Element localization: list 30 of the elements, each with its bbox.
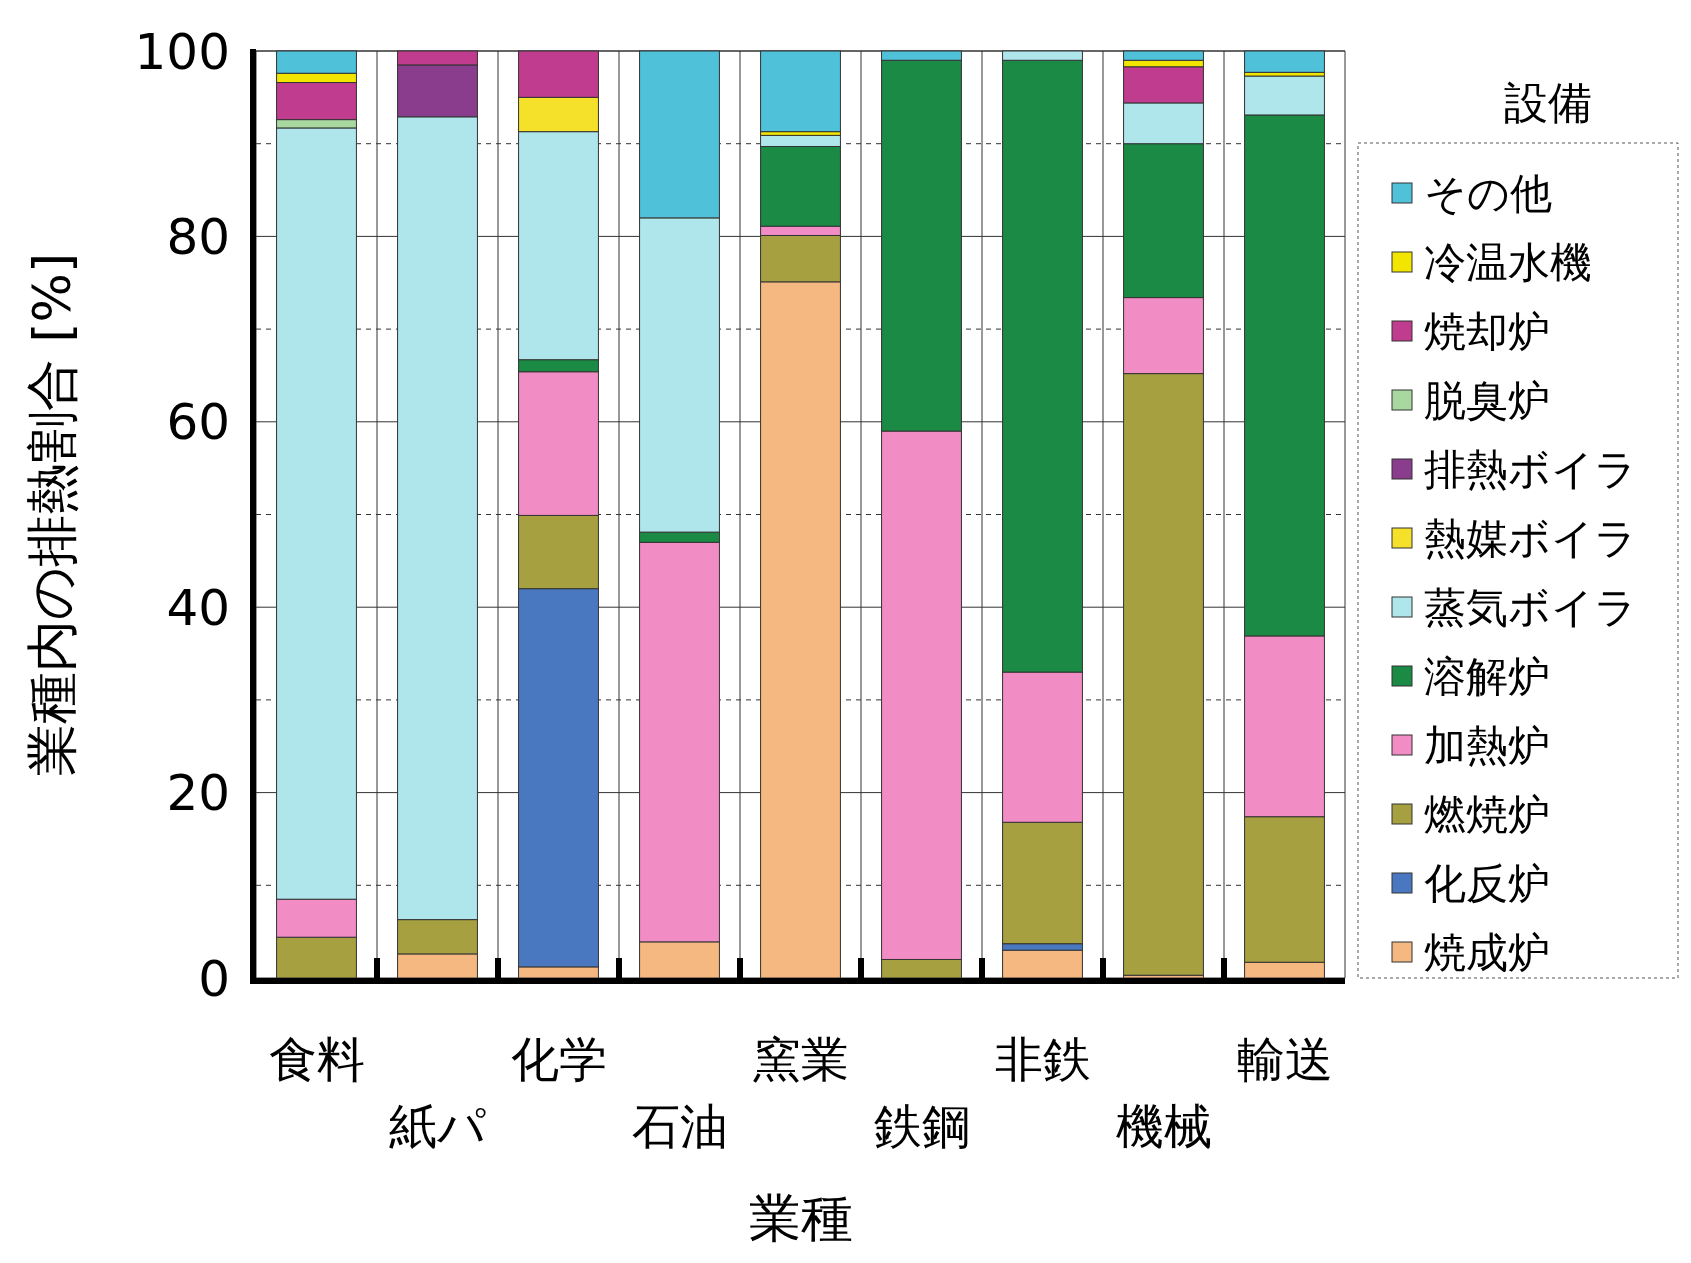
legend-title: 設備 [1504,77,1592,128]
y-tick-label: 60 [166,393,230,452]
legend-label: 排熱ボイラ [1424,444,1637,494]
x-tick-label: 非鉄 [994,1031,1091,1087]
legend-label: 脱臭炉 [1424,375,1550,425]
y-tick-label: 100 [134,22,230,81]
y-tick-label: 80 [166,207,230,266]
x-tick-label: 輸送 [1236,1031,1333,1087]
legend-label: 熱媒ボイラ [1424,513,1637,563]
x-tick-label: 機械 [1115,1098,1212,1154]
legend-label: 焼成炉 [1424,927,1550,977]
y-axis-title: 業種内の排熱割合 [%] [22,252,82,777]
legend-label: 加熱炉 [1424,720,1550,770]
x-tick-label: 化学 [510,1031,607,1087]
x-tick-label: 鉄鋼 [873,1098,970,1154]
legend-label: 化反炉 [1424,858,1550,908]
y-tick-label: 40 [166,578,230,637]
x-tick-label: 食料 [268,1031,365,1087]
legend-label: その他 [1424,168,1552,218]
legend-label: 冷温水機 [1424,237,1592,287]
legend-label: 焼却炉 [1424,306,1550,356]
x-axis-title: 業種 [748,1188,853,1248]
x-tick-label: 紙パ [389,1098,486,1154]
legend-label: 蒸気ボイラ [1424,582,1637,632]
legend-label: 溶解炉 [1424,651,1550,701]
y-tick-label: 0 [198,949,230,1008]
x-tick-label: 窯業 [752,1031,849,1087]
y-tick-label: 20 [166,764,230,823]
legend-label: 燃焼炉 [1424,789,1550,839]
x-tick-label: 石油 [631,1098,728,1154]
